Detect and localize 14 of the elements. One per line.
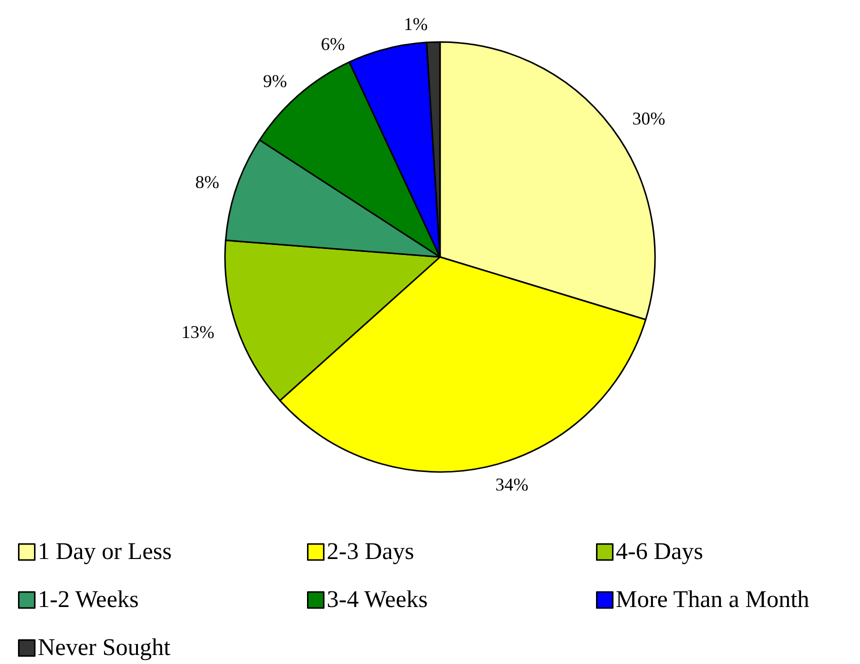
legend-label: 2-3 Days: [326, 539, 414, 565]
legend-label: 3-4 Weeks: [326, 587, 428, 613]
legend-label: Never Sought: [38, 635, 171, 661]
legend-label: 4-6 Days: [616, 539, 704, 565]
data-label: 1%: [404, 14, 428, 34]
legend-label: 1-2 Weeks: [38, 587, 139, 613]
data-label: 34%: [495, 474, 528, 494]
data-label: 30%: [632, 108, 666, 128]
legend-label: More Than a Month: [616, 587, 810, 613]
data-label: 13%: [181, 322, 214, 342]
data-label: 8%: [195, 172, 220, 192]
legend-label: 1 Day or Less: [38, 539, 172, 565]
data-label: 9%: [262, 71, 287, 92]
data-label: 6%: [320, 34, 345, 54]
